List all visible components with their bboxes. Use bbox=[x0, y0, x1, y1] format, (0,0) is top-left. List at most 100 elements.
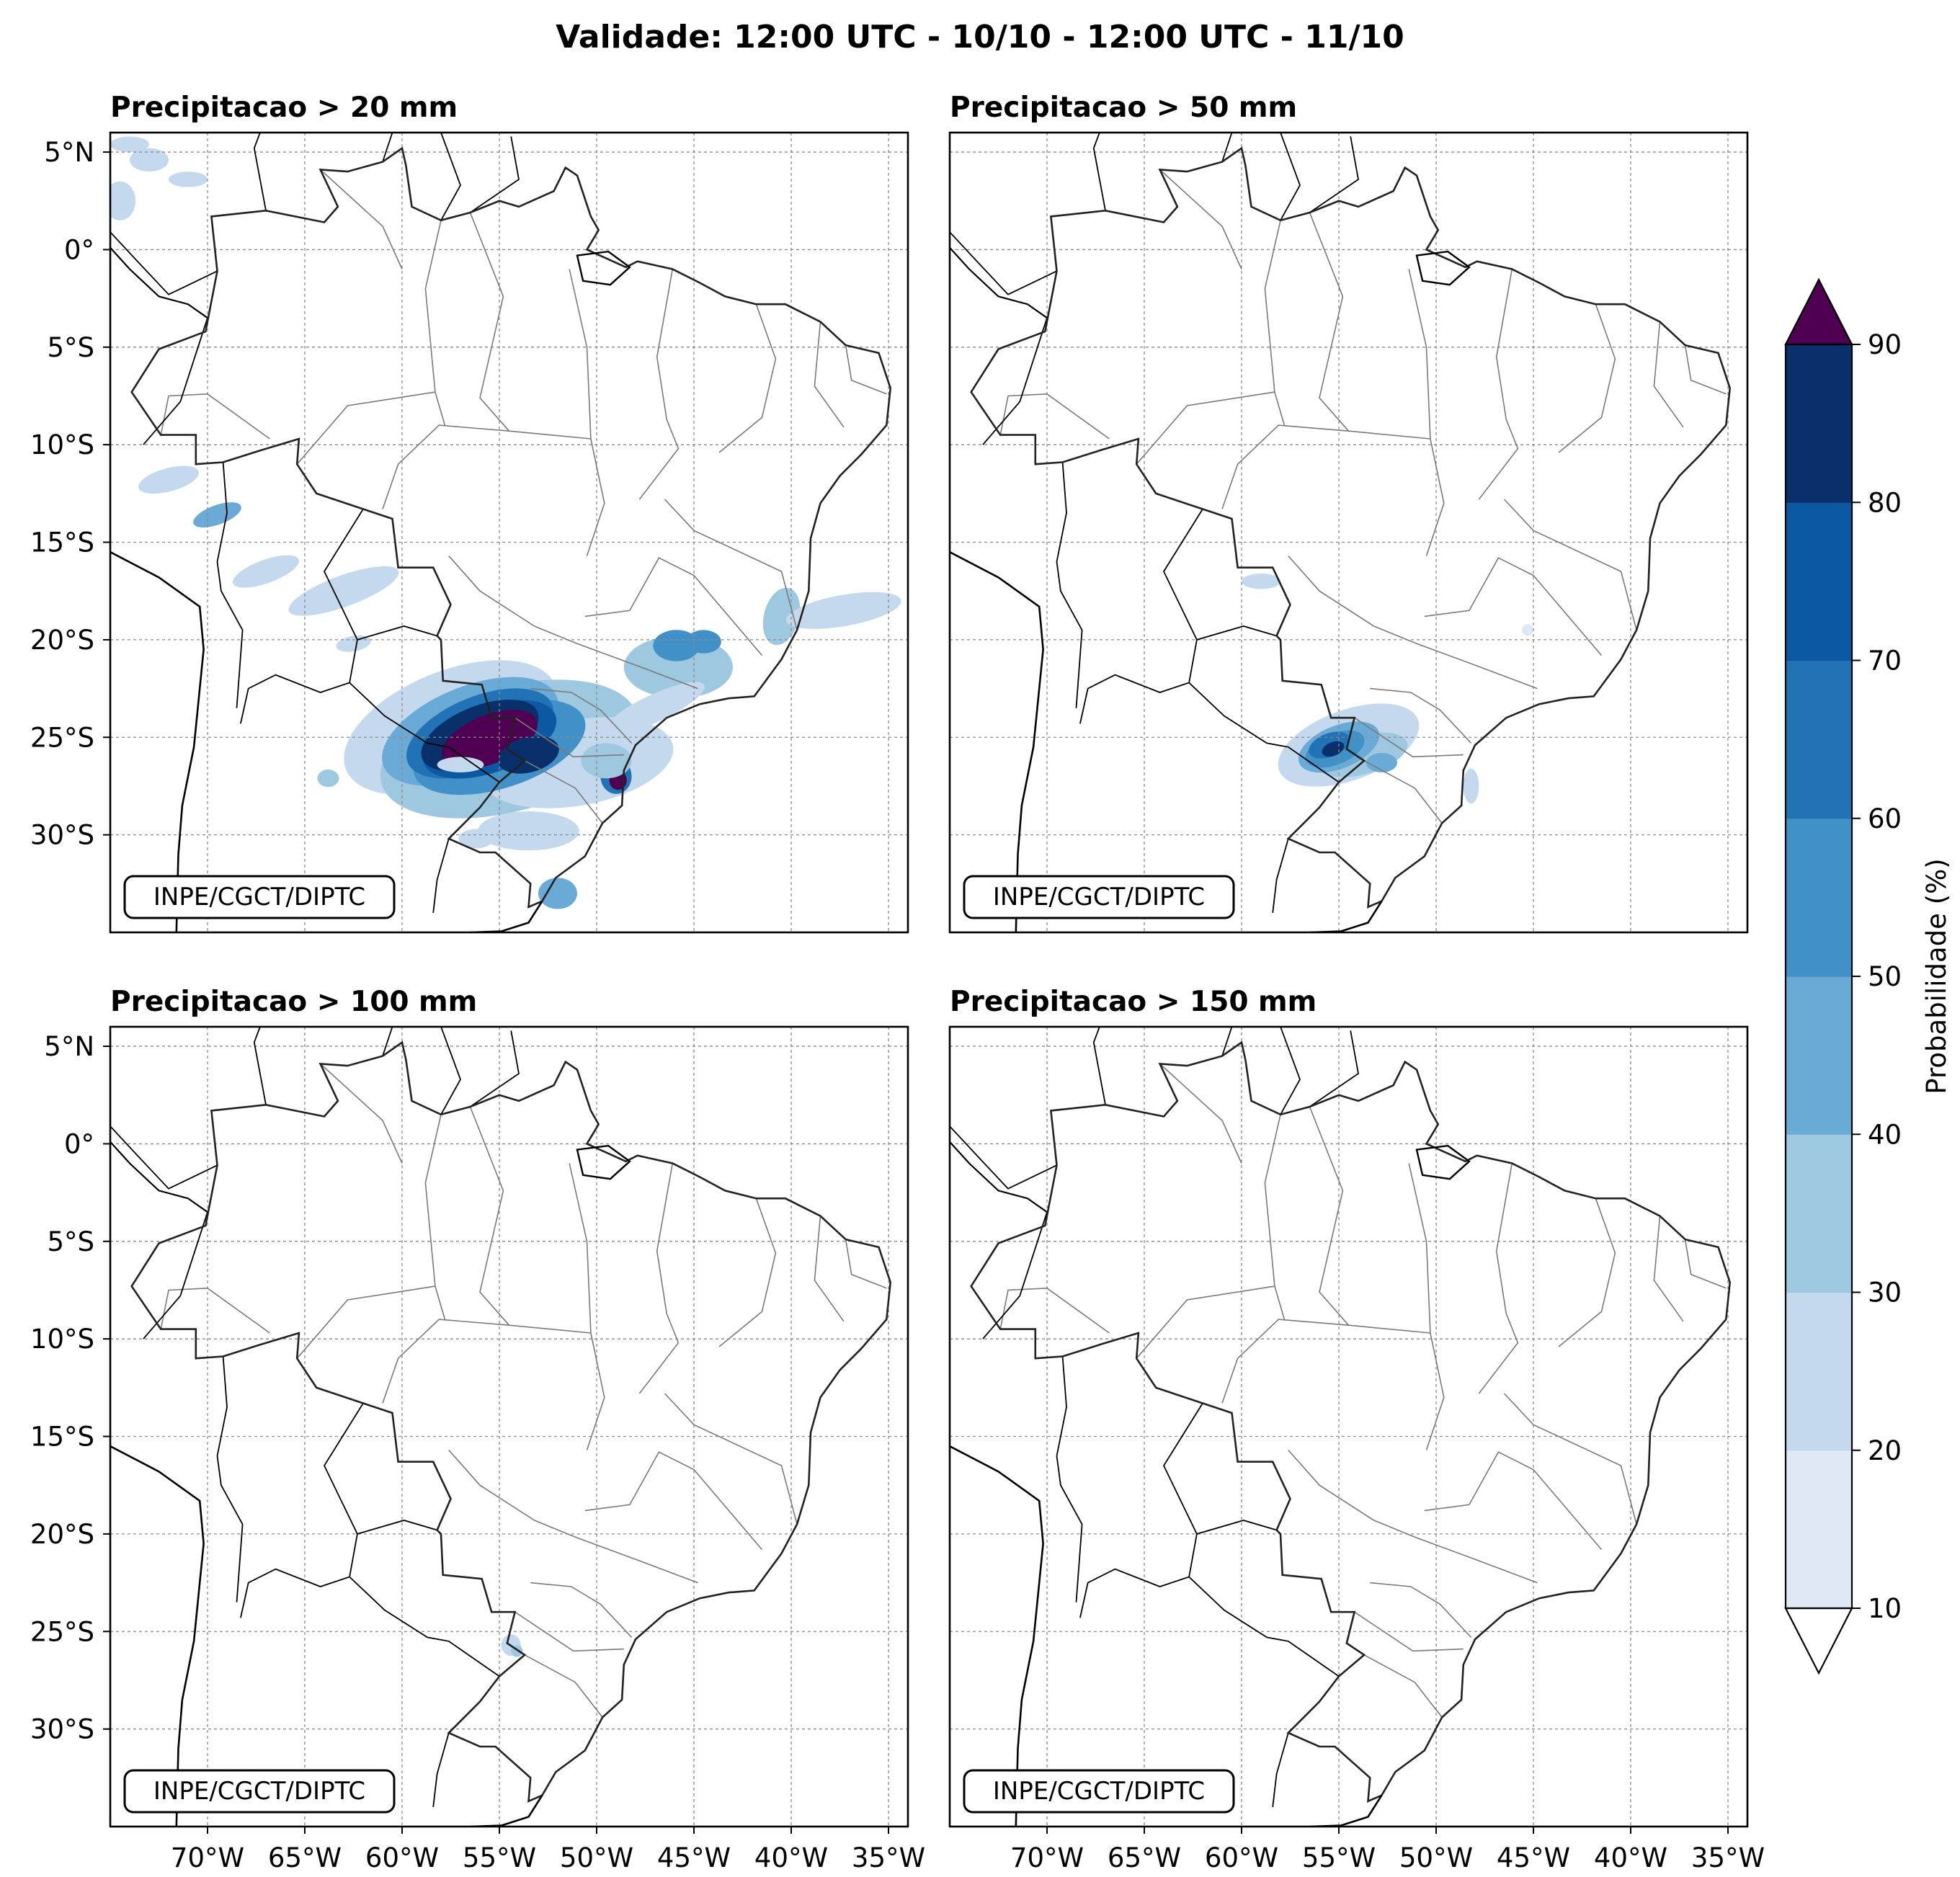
state-border bbox=[320, 1063, 403, 1164]
credit-label: INPE/CGCT/DIPTC bbox=[153, 883, 365, 911]
state-border bbox=[718, 303, 777, 453]
map-content bbox=[110, 1027, 908, 1827]
panel-title: Precipitacao > 20 mm bbox=[110, 92, 458, 124]
lon-tick-label: 50°W bbox=[560, 1842, 633, 1873]
precip-area bbox=[138, 465, 199, 494]
state-border bbox=[1478, 1163, 1519, 1394]
coastline bbox=[950, 1141, 1048, 1213]
marajo-island bbox=[1415, 250, 1471, 286]
panel-frame bbox=[948, 131, 1749, 934]
precip-area bbox=[458, 829, 494, 849]
precip-area bbox=[130, 148, 169, 172]
lon-tick-label: 65°W bbox=[1108, 1842, 1181, 1873]
lat-tick-label: 15°S bbox=[30, 527, 94, 558]
state-border bbox=[1221, 1319, 1430, 1404]
state-border bbox=[524, 760, 603, 824]
colorbar-segment bbox=[1786, 502, 1852, 661]
country-border bbox=[440, 1027, 461, 1115]
country-border bbox=[982, 1211, 1048, 1339]
state-border bbox=[320, 169, 403, 269]
lat-tick-label: 20°S bbox=[30, 625, 94, 656]
panel-title: Precipitacao > 100 mm bbox=[110, 986, 477, 1018]
state-border bbox=[1478, 269, 1519, 500]
colorbar: 10 20 30 40 50 60 70 80 90 Probabilidade (%) bbox=[1784, 277, 1952, 1675]
lat-tick-label: 5°N bbox=[44, 1031, 94, 1062]
country-border bbox=[240, 639, 358, 724]
state-border bbox=[534, 1520, 698, 1584]
state-border bbox=[1221, 424, 1430, 509]
map-content bbox=[110, 133, 908, 932]
state-border bbox=[530, 1582, 633, 1638]
panel-title: Precipitacao > 150 mm bbox=[950, 986, 1317, 1018]
lon-tick-label: 60°W bbox=[365, 1842, 439, 1873]
map-panel: Precipitacao > 50 mm INPE/CGCT/DIPTC bbox=[948, 92, 1749, 934]
country-border bbox=[110, 1125, 218, 1190]
lon-tick-label: 45°W bbox=[1497, 1842, 1570, 1873]
state-border bbox=[534, 625, 698, 690]
country-border bbox=[432, 1732, 450, 1808]
state-border bbox=[1424, 1451, 1603, 1551]
state-border bbox=[845, 344, 887, 395]
lat-tick-label: 0° bbox=[64, 1128, 94, 1159]
country-border bbox=[1188, 682, 1340, 783]
precip-area bbox=[288, 566, 399, 616]
brazil-outline bbox=[970, 146, 1732, 909]
state-border bbox=[638, 1163, 680, 1394]
country-border bbox=[1280, 133, 1301, 221]
state-border bbox=[296, 1285, 436, 1359]
country-border bbox=[1092, 1027, 1106, 1105]
country-border bbox=[253, 133, 267, 211]
coastline bbox=[950, 1445, 1044, 1827]
state-border bbox=[514, 717, 624, 758]
state-border bbox=[1309, 212, 1350, 432]
lat-tick-label: 5°S bbox=[47, 332, 94, 363]
colorbar-extend-over bbox=[1784, 277, 1853, 346]
colorbar-extend-under bbox=[1784, 1607, 1853, 1675]
country-border bbox=[382, 133, 393, 162]
lat-tick-label: 10°S bbox=[30, 429, 94, 460]
map-panel: Precipitacao > 150 mm INPE/CGCT/DIPTC 70°W… bbox=[948, 986, 1765, 1873]
state-border bbox=[1408, 269, 1445, 556]
coastline bbox=[950, 550, 1044, 932]
coastline bbox=[110, 550, 205, 932]
state-border bbox=[1370, 1582, 1472, 1638]
state-border bbox=[1373, 1520, 1538, 1584]
colorbar-tick-label: 70 bbox=[1868, 646, 1902, 677]
lon-tick-label: 40°W bbox=[1594, 1842, 1667, 1873]
state-border bbox=[814, 1216, 845, 1322]
colorbar-segment bbox=[1786, 818, 1852, 977]
country-border bbox=[1272, 1732, 1289, 1808]
state-border bbox=[1136, 391, 1275, 465]
colorbar-segment bbox=[1786, 1450, 1852, 1609]
state-border bbox=[1264, 220, 1286, 426]
colorbar-segment bbox=[1786, 1292, 1852, 1451]
state-border bbox=[814, 321, 845, 428]
state-border bbox=[469, 1106, 510, 1326]
colorbar-tick-label: 60 bbox=[1868, 803, 1902, 834]
state-border bbox=[424, 1114, 446, 1320]
state-border bbox=[569, 1163, 605, 1450]
state-border bbox=[1558, 1198, 1616, 1347]
lon-tick-label: 70°W bbox=[1010, 1842, 1084, 1873]
state-border bbox=[382, 1319, 591, 1404]
state-border bbox=[664, 499, 798, 630]
country-border bbox=[143, 317, 208, 445]
state-border bbox=[1684, 344, 1727, 395]
lat-tick-label: 30°S bbox=[30, 1714, 94, 1745]
state-border bbox=[1363, 760, 1443, 824]
state-border bbox=[1288, 1449, 1375, 1521]
country-border bbox=[469, 1030, 520, 1107]
lat-tick-label: 30°S bbox=[30, 820, 94, 851]
credit-label: INPE/CGCT/DIPTC bbox=[993, 1777, 1205, 1806]
country-border bbox=[950, 231, 1057, 295]
colorbar-tick-label: 90 bbox=[1868, 329, 1902, 360]
country-border bbox=[1221, 133, 1233, 162]
lon-tick-label: 40°W bbox=[754, 1842, 828, 1873]
lat-tick-label: 5°S bbox=[47, 1226, 94, 1257]
state-border bbox=[160, 393, 270, 440]
state-border bbox=[1653, 321, 1684, 428]
coastline bbox=[110, 1141, 208, 1213]
precip-area bbox=[336, 635, 371, 652]
country-border bbox=[1162, 1403, 1277, 1535]
